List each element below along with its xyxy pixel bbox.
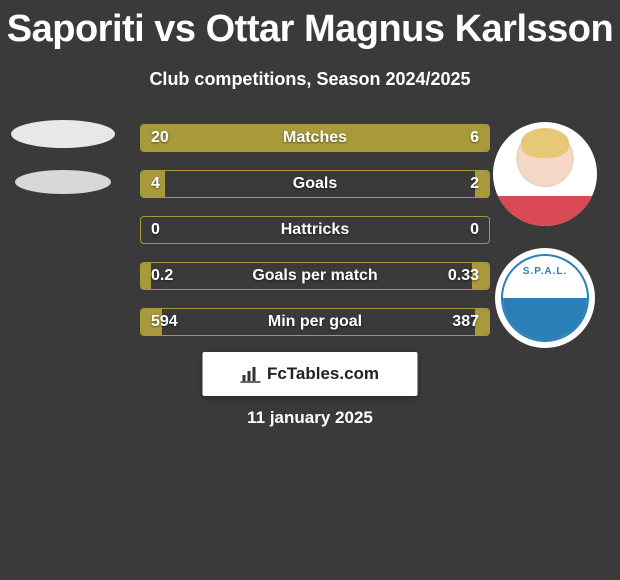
stat-value-right: 6: [470, 129, 479, 147]
stat-row: 594Min per goal387: [140, 308, 490, 336]
left-club-placeholder: [15, 170, 111, 194]
date-label: 11 january 2025: [0, 408, 620, 428]
stats-table: 20Matches64Goals20Hattricks00.2Goals per…: [140, 124, 490, 354]
right-player-column: S.P.A.L.: [490, 122, 600, 348]
left-player-placeholder: [11, 120, 115, 148]
stat-value-right: 2: [470, 175, 479, 193]
subtitle: Club competitions, Season 2024/2025: [0, 69, 620, 90]
stat-label: Goals: [141, 175, 489, 193]
stat-label: Hattricks: [141, 221, 489, 239]
right-club-badge: S.P.A.L.: [495, 248, 595, 348]
stat-row: 20Matches6: [140, 124, 490, 152]
stat-row: 0.2Goals per match0.33: [140, 262, 490, 290]
bar-chart-icon: [241, 365, 261, 383]
stat-value-right: 387: [452, 313, 479, 331]
stat-label: Min per goal: [141, 313, 489, 331]
left-player-column: [8, 120, 118, 194]
stat-row: 0Hattricks0: [140, 216, 490, 244]
stat-label: Matches: [141, 129, 489, 147]
stat-value-right: 0: [470, 221, 479, 239]
site-badge-label: FcTables.com: [267, 364, 379, 384]
site-badge[interactable]: FcTables.com: [203, 352, 418, 396]
stat-value-right: 0.33: [448, 267, 479, 285]
right-player-photo: [493, 122, 597, 226]
stat-row: 4Goals2: [140, 170, 490, 198]
club-initials: S.P.A.L.: [503, 266, 587, 277]
page-title: Saporiti vs Ottar Magnus Karlsson: [0, 0, 620, 51]
stat-label: Goals per match: [141, 267, 489, 285]
